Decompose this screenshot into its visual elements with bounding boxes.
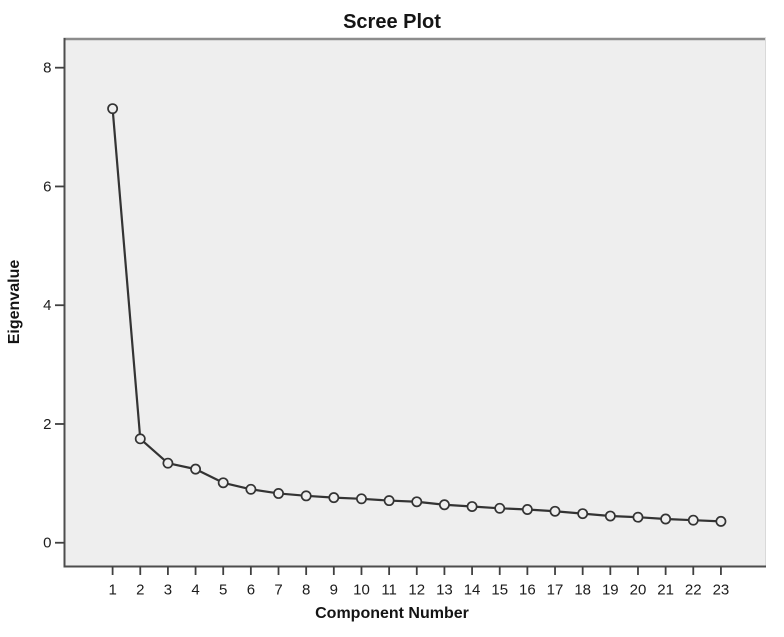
plot-background	[64, 38, 766, 567]
data-point-marker	[273, 488, 284, 499]
y-tick-label: 4	[43, 297, 51, 314]
x-tick-label: 8	[302, 582, 310, 599]
x-tick-label: 23	[713, 582, 730, 599]
y-tick-label: 0	[43, 535, 51, 552]
data-point-marker	[217, 477, 229, 489]
x-tick-label: 4	[191, 582, 199, 599]
x-tick-label: 7	[274, 582, 282, 599]
x-tick-label: 3	[164, 582, 172, 599]
data-point-marker	[549, 505, 561, 517]
x-tick-label: 12	[408, 582, 425, 599]
data-point-marker	[356, 493, 367, 505]
x-tick-label: 22	[685, 582, 702, 599]
data-point-marker	[383, 495, 395, 507]
data-point-marker	[632, 511, 644, 523]
data-point-marker	[604, 510, 616, 522]
data-point-marker	[162, 457, 174, 469]
x-tick-label: 16	[519, 582, 536, 599]
x-tick-label: 14	[464, 582, 481, 599]
chart-title: Scree Plot	[343, 11, 441, 33]
data-point-marker	[190, 463, 202, 475]
x-tick-label: 20	[630, 582, 647, 599]
data-point-marker	[245, 483, 257, 495]
data-point-marker	[577, 508, 589, 520]
x-tick-label: 2	[136, 582, 144, 599]
x-axis-label: Component Number	[315, 605, 469, 622]
data-point-marker	[466, 501, 478, 512]
x-tick-label: 13	[436, 582, 453, 599]
x-tick-label: 19	[602, 582, 619, 599]
x-tick-label: 9	[330, 582, 338, 599]
x-tick-label: 11	[381, 582, 397, 599]
x-tick-label: 10	[353, 582, 370, 599]
x-tick-label: 18	[574, 582, 591, 599]
data-point-marker	[134, 433, 146, 445]
data-point-marker	[715, 515, 727, 527]
x-tick-label: 6	[247, 582, 255, 599]
data-point-marker	[687, 514, 699, 526]
data-point-marker	[107, 103, 119, 115]
x-tick-label: 17	[547, 582, 564, 599]
x-tick-label: 1	[108, 582, 116, 599]
data-point-marker	[438, 499, 450, 511]
x-tick-label: 5	[219, 582, 227, 599]
x-tick-label: 15	[491, 582, 508, 599]
data-point-marker	[494, 502, 506, 514]
data-point-marker	[411, 496, 423, 508]
y-tick-label: 8	[43, 60, 51, 77]
y-axis-label: Eigenvalue	[6, 260, 23, 345]
data-point-marker	[521, 504, 533, 515]
x-tick-label: 21	[657, 582, 674, 599]
data-point-marker	[300, 490, 312, 502]
data-point-marker	[328, 492, 340, 504]
y-tick-label: 6	[43, 178, 51, 195]
data-point-marker	[660, 513, 672, 525]
y-tick-label: 2	[43, 416, 51, 433]
